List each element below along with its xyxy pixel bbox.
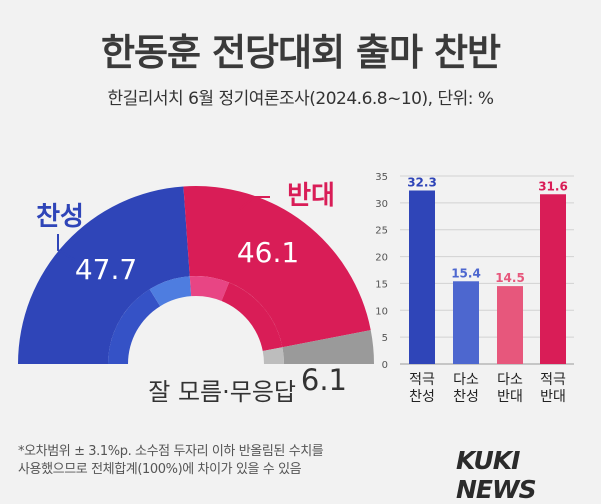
- bar-value-label: 14.5: [495, 271, 525, 285]
- category-label-support: 찬성: [36, 202, 84, 232]
- bar-y-tick-label: 30: [375, 199, 388, 210]
- bar-category-label: 찬성: [453, 389, 479, 405]
- donut-chart: 47.7 46.1 6.1 찬성 반대잘 모름·무응답: [18, 181, 374, 406]
- category-label-unsure: 잘 모름·무응답: [148, 378, 296, 406]
- leader-line-support: [57, 234, 76, 261]
- donut-label-oppose: 46.1: [237, 236, 299, 269]
- chart-subtitle: 한길리서치 6월 정기여론조사(2024.6.8~10), 단위: %: [107, 89, 494, 109]
- bar-category-label: 적극: [540, 372, 566, 388]
- bar-y-tick-label: 5: [382, 333, 388, 344]
- leader-line-oppose: [239, 196, 270, 210]
- bar-category-label: 다소: [497, 372, 523, 388]
- bar-3: [497, 286, 523, 364]
- chart-title: 한동훈 전당대회 출마 찬반: [100, 31, 501, 74]
- bar-y-tick-label: 10: [375, 306, 388, 317]
- bar-category-label: 찬성: [409, 389, 435, 405]
- donut-slice-unsure: [282, 330, 374, 364]
- bar-4: [540, 194, 566, 364]
- bar-category-label: 적극: [409, 372, 435, 388]
- inner-ring-active-oppose: [221, 282, 283, 352]
- bar-2: [453, 281, 479, 364]
- bar-y-tick-label: 20: [375, 253, 388, 264]
- donut-slice-oppose: [183, 186, 371, 348]
- bar-value-label: 31.6: [538, 179, 568, 193]
- bar-value-label: 15.4: [451, 266, 481, 280]
- donut-slice-support: [18, 186, 190, 364]
- bar-category-label: 반대: [540, 389, 566, 405]
- footnote-line-1: *오차범위 ± 3.1%p. 소수점 두자리 이하 반올림된 수치를: [18, 444, 324, 459]
- inner-ring-mild-oppose: [189, 275, 230, 301]
- category-label-oppose: 반대: [287, 181, 335, 211]
- bar-value-label: 32.3: [407, 176, 437, 190]
- donut-label-support: 47.7: [75, 253, 137, 286]
- bar-1: [409, 190, 435, 364]
- inner-ring-mild-support: [149, 276, 192, 307]
- bar-y-tick-label: 35: [375, 172, 388, 183]
- bar-y-tick-label: 15: [375, 279, 388, 290]
- brand-logo: KUKI NEWS: [456, 446, 537, 504]
- inner-ring-active-support: [108, 289, 161, 364]
- bar-y-tick-label: 0: [382, 360, 388, 371]
- footnote-line-2: 사용했으므로 전체합계(100%)에 차이가 있을 수 있음: [18, 462, 302, 477]
- bar-category-label: 반대: [497, 389, 523, 405]
- donut-label-unsure: 6.1: [301, 363, 347, 397]
- bar-category-label: 다소: [453, 372, 479, 388]
- footnote: *오차범위 ± 3.1%p. 소수점 두자리 이하 반올림된 수치를 사용했으므…: [18, 443, 324, 479]
- bar-y-tick-label: 25: [375, 226, 388, 237]
- inner-ring-unsure: [262, 347, 284, 364]
